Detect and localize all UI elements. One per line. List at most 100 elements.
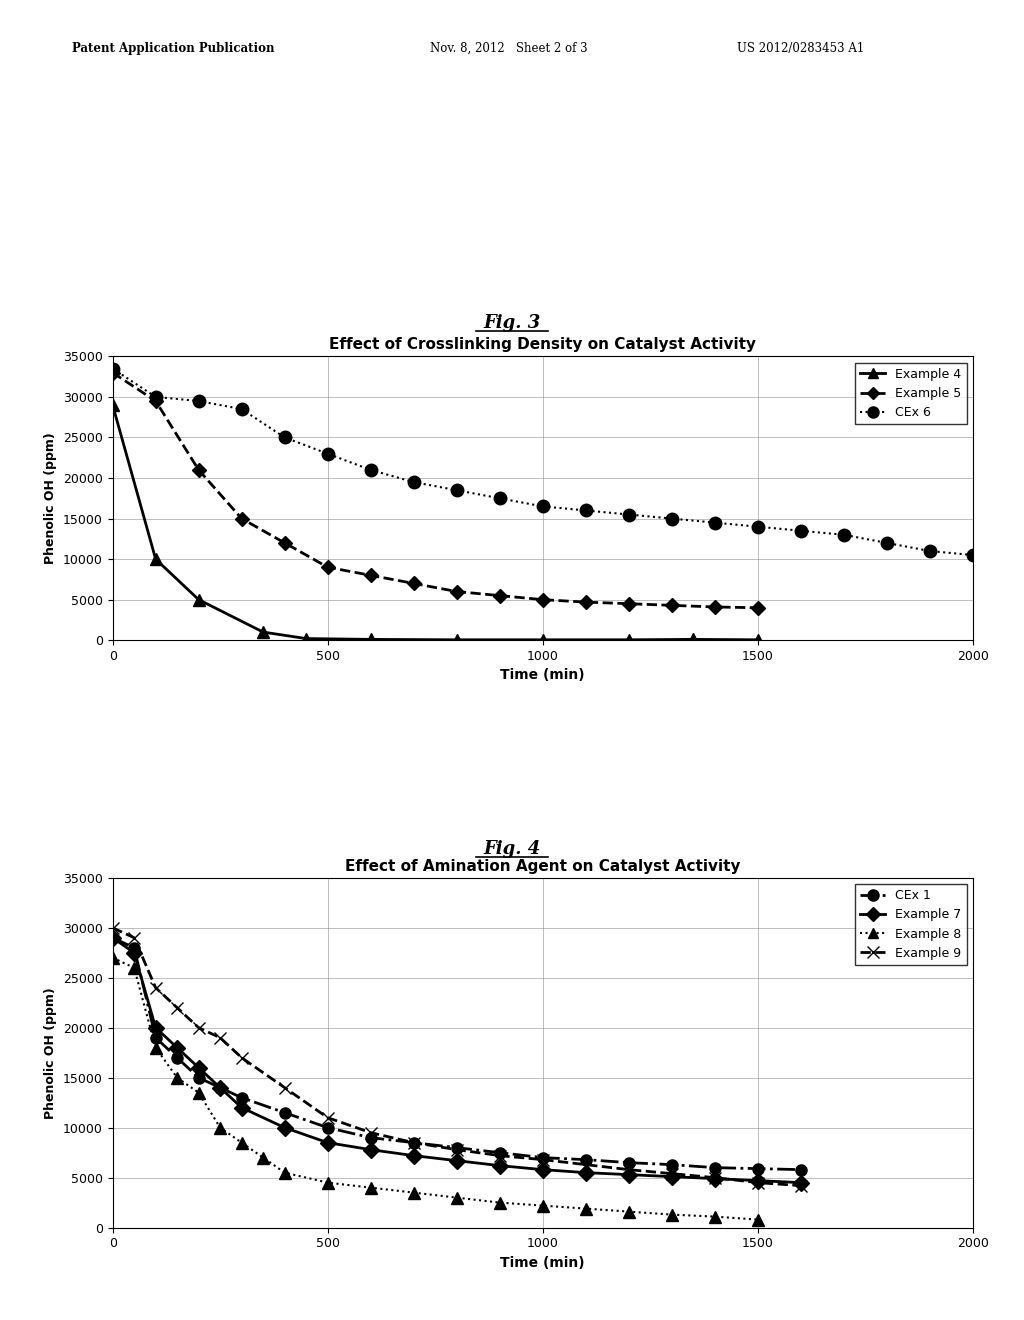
CEx 6 — [623, 507, 635, 523]
Example 9 — [128, 929, 140, 945]
CEx 1 — [214, 1080, 226, 1096]
Example 8 — [623, 1204, 635, 1220]
Example 8 — [580, 1201, 592, 1217]
CEx 6 — [924, 543, 936, 558]
Example 4 — [150, 552, 162, 568]
Example 4 — [300, 631, 312, 647]
Example 7 — [537, 1162, 549, 1177]
Example 8 — [408, 1185, 420, 1201]
CEx 1 — [795, 1162, 807, 1177]
Example 5 — [106, 364, 119, 380]
Example 9 — [580, 1156, 592, 1172]
Example 7 — [752, 1172, 764, 1188]
Example 9 — [709, 1170, 721, 1185]
CEx 1 — [171, 1049, 183, 1065]
CEx 6 — [322, 446, 334, 462]
Example 4 — [365, 631, 377, 647]
X-axis label: Time (min): Time (min) — [501, 1255, 585, 1270]
Example 5 — [537, 591, 549, 607]
Title: Effect of Crosslinking Density on Catalyst Activity: Effect of Crosslinking Density on Cataly… — [330, 338, 756, 352]
Example 8 — [451, 1189, 463, 1205]
Example 7 — [623, 1167, 635, 1183]
CEx 6 — [279, 429, 291, 445]
Example 4 — [257, 624, 269, 640]
Example 7 — [214, 1080, 226, 1096]
Example 7 — [580, 1164, 592, 1180]
Example 8 — [709, 1209, 721, 1225]
Example 4 — [623, 632, 635, 648]
Example 5 — [408, 576, 420, 591]
CEx 1 — [150, 1030, 162, 1045]
CEx 1 — [666, 1156, 678, 1172]
CEx 1 — [128, 940, 140, 956]
Example 7 — [494, 1158, 506, 1173]
CEx 1 — [408, 1135, 420, 1151]
CEx 1 — [623, 1155, 635, 1171]
Example 5 — [365, 568, 377, 583]
Example 9 — [752, 1175, 764, 1191]
Example 7 — [106, 929, 119, 945]
CEx 6 — [236, 401, 248, 417]
Text: Patent Application Publication: Patent Application Publication — [72, 42, 274, 55]
Example 8 — [494, 1195, 506, 1210]
Line: Example 5: Example 5 — [108, 368, 763, 612]
Example 8 — [365, 1180, 377, 1196]
Example 9 — [365, 1125, 377, 1140]
CEx 6 — [106, 360, 119, 376]
Text: US 2012/0283453 A1: US 2012/0283453 A1 — [737, 42, 864, 55]
CEx 6 — [365, 462, 377, 478]
CEx 1 — [580, 1152, 592, 1168]
Example 5 — [752, 599, 764, 615]
Example 8 — [322, 1175, 334, 1191]
CEx 6 — [408, 474, 420, 490]
Example 9 — [795, 1177, 807, 1193]
Example 4 — [752, 632, 764, 648]
Example 5 — [623, 595, 635, 611]
Example 7 — [322, 1135, 334, 1151]
Example 4 — [106, 397, 119, 413]
Example 7 — [451, 1152, 463, 1168]
Legend: CEx 1, Example 7, Example 8, Example 9: CEx 1, Example 7, Example 8, Example 9 — [855, 884, 967, 965]
Line: CEx 6: CEx 6 — [106, 362, 979, 561]
Example 9 — [171, 999, 183, 1015]
Example 5 — [666, 598, 678, 614]
CEx 6 — [150, 389, 162, 405]
Line: Example 8: Example 8 — [108, 952, 763, 1225]
Example 5 — [193, 462, 205, 478]
Example 8 — [106, 950, 119, 966]
CEx 1 — [322, 1119, 334, 1135]
Line: Example 7: Example 7 — [108, 932, 806, 1188]
CEx 6 — [795, 523, 807, 539]
Example 9 — [408, 1135, 420, 1151]
Legend: Example 4, Example 5, CEx 6: Example 4, Example 5, CEx 6 — [855, 363, 967, 424]
Y-axis label: Phenolic OH (ppm): Phenolic OH (ppm) — [44, 987, 57, 1118]
Example 8 — [171, 1069, 183, 1085]
Example 8 — [214, 1119, 226, 1135]
Line: Example 4: Example 4 — [108, 400, 763, 645]
Example 4 — [451, 632, 463, 648]
Example 8 — [236, 1135, 248, 1151]
Example 5 — [451, 583, 463, 599]
Example 9 — [537, 1152, 549, 1168]
Example 5 — [709, 599, 721, 615]
Example 7 — [795, 1175, 807, 1191]
Example 8 — [279, 1164, 291, 1180]
Example 7 — [408, 1147, 420, 1163]
CEx 6 — [881, 535, 893, 550]
Example 9 — [623, 1162, 635, 1177]
Example 8 — [537, 1197, 549, 1213]
Example 9 — [494, 1147, 506, 1163]
Example 9 — [451, 1142, 463, 1158]
Example 4 — [687, 631, 699, 647]
Title: Effect of Amination Agent on Catalyst Activity: Effect of Amination Agent on Catalyst Ac… — [345, 859, 740, 874]
Example 5 — [322, 560, 334, 576]
Example 8 — [193, 1085, 205, 1101]
Example 9 — [214, 1030, 226, 1045]
CEx 6 — [494, 490, 506, 506]
Example 7 — [365, 1142, 377, 1158]
CEx 1 — [709, 1160, 721, 1176]
CEx 1 — [279, 1105, 291, 1121]
Y-axis label: Phenolic OH (ppm): Phenolic OH (ppm) — [44, 433, 57, 564]
Text: Fig. 4: Fig. 4 — [483, 840, 541, 858]
CEx 1 — [106, 929, 119, 945]
